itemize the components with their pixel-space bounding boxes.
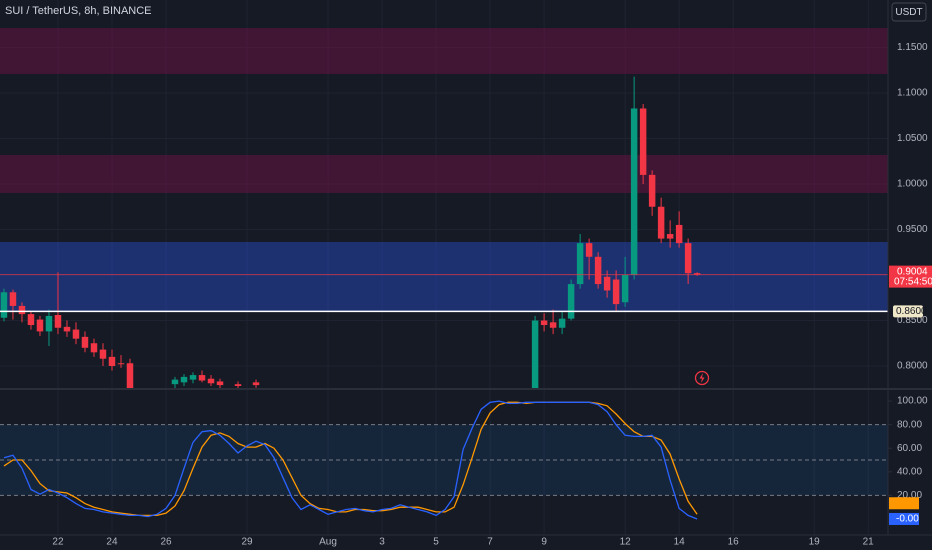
- candle-body: [126, 363, 134, 388]
- zone: [0, 154, 888, 193]
- candle-body: [621, 274, 629, 303]
- candle-body: [171, 379, 179, 385]
- axes: 22 24 26 29 Aug 3 5 7 9 12 14 16 19 21 0.8000 0.8500 0.9…: [52, 42, 932, 548]
- candle-body: [18, 305, 26, 315]
- alert-icon[interactable]: [694, 370, 710, 386]
- x-tick-label: 29: [241, 537, 253, 548]
- x-tick-label: 9: [541, 537, 547, 548]
- candle-body: [603, 276, 611, 291]
- candle-body: [684, 243, 692, 274]
- last-value-label: -0.00: [896, 514, 919, 525]
- candle-body: [54, 315, 62, 328]
- oscillator-pane: [0, 390, 888, 535]
- candle-body: [216, 381, 224, 386]
- y-tick-label: 1.0000: [897, 179, 928, 190]
- x-tick-label: Aug: [319, 537, 337, 548]
- candle-body: [117, 363, 125, 365]
- candle-body: [594, 256, 602, 285]
- x-tick-label: 5: [433, 537, 439, 548]
- last-value-box: [889, 512, 919, 525]
- candle-body: [108, 356, 116, 366]
- candle-body: [45, 315, 53, 332]
- stoch-line: [3, 400, 698, 520]
- candle-body: [585, 243, 593, 257]
- candle-body: [198, 375, 206, 381]
- x-tick-label: 21: [863, 537, 875, 548]
- x-tick-label: 12: [620, 537, 632, 548]
- support-label-box: [893, 305, 923, 318]
- candle-body: [207, 378, 215, 384]
- y-tick-label: 1.0500: [897, 133, 928, 144]
- candle-body: [99, 349, 107, 359]
- candle-body: [9, 292, 17, 306]
- zone: [0, 28, 888, 74]
- candle-body: [657, 206, 665, 239]
- price-label-box: [889, 265, 932, 288]
- candle-body: [648, 174, 656, 207]
- y-tick-label: 80.00: [897, 419, 922, 430]
- candle-body: [540, 320, 548, 326]
- x-tick-label: 14: [674, 537, 686, 548]
- candle-body: [693, 273, 701, 275]
- y-tick-label: 1.1500: [897, 42, 928, 53]
- candle-body: [252, 382, 260, 386]
- candle-body: [0, 292, 8, 318]
- y-tick-label: 60.00: [897, 443, 922, 454]
- countdown-label: 07:54:50: [894, 276, 932, 287]
- candle-body: [189, 375, 197, 380]
- candle-body: [549, 322, 557, 328]
- candle-body: [27, 314, 35, 326]
- candle-body: [531, 320, 539, 388]
- candle-body: [90, 343, 98, 353]
- candle-body: [639, 108, 647, 175]
- x-tick-label: 26: [160, 537, 172, 548]
- x-tick-label: 19: [809, 537, 821, 548]
- y-tick-label: 40.00: [897, 466, 922, 477]
- candle-body: [666, 234, 674, 239]
- candle-body: [81, 336, 89, 348]
- currency-label[interactable]: USDT: [895, 7, 922, 18]
- y-tick-label: 20.00: [897, 490, 922, 501]
- alert-circle[interactable]: [694, 370, 710, 386]
- last-value-box: [889, 497, 919, 510]
- alert-bolt[interactable]: [699, 373, 705, 383]
- x-tick-label: 7: [487, 537, 493, 548]
- price-label: 0.9004: [897, 266, 928, 277]
- candle-body: [63, 326, 71, 332]
- y-tick-label: 0.9500: [897, 224, 928, 235]
- currency-button[interactable]: [891, 2, 927, 22]
- zone: [0, 241, 888, 313]
- y-tick-label: 0.8500: [897, 315, 928, 326]
- candle-body: [567, 284, 575, 319]
- candle-body: [180, 376, 188, 383]
- candle-body: [36, 319, 44, 332]
- candle-body: [630, 108, 638, 275]
- candle-body: [558, 318, 566, 328]
- candle-body: [576, 243, 584, 285]
- y-tick-label: 1.1000: [897, 88, 928, 99]
- candle-body: [612, 279, 620, 305]
- x-tick-label: 24: [106, 537, 118, 548]
- candle-body: [72, 329, 80, 339]
- symbol-title: SUI / TetherUS, 8h, BINANCE: [5, 5, 152, 17]
- x-tick-label: 22: [52, 537, 64, 548]
- y-tick-label: 0.8000: [897, 361, 928, 372]
- x-tick-label: 16: [728, 537, 740, 548]
- x-tick-label: 3: [379, 537, 385, 548]
- price-pane: [0, 0, 888, 388]
- candle-body: [675, 224, 683, 244]
- y-tick-label: 100.00: [897, 396, 928, 407]
- candle-body: [234, 384, 242, 386]
- support-label: 0.8600: [896, 306, 927, 317]
